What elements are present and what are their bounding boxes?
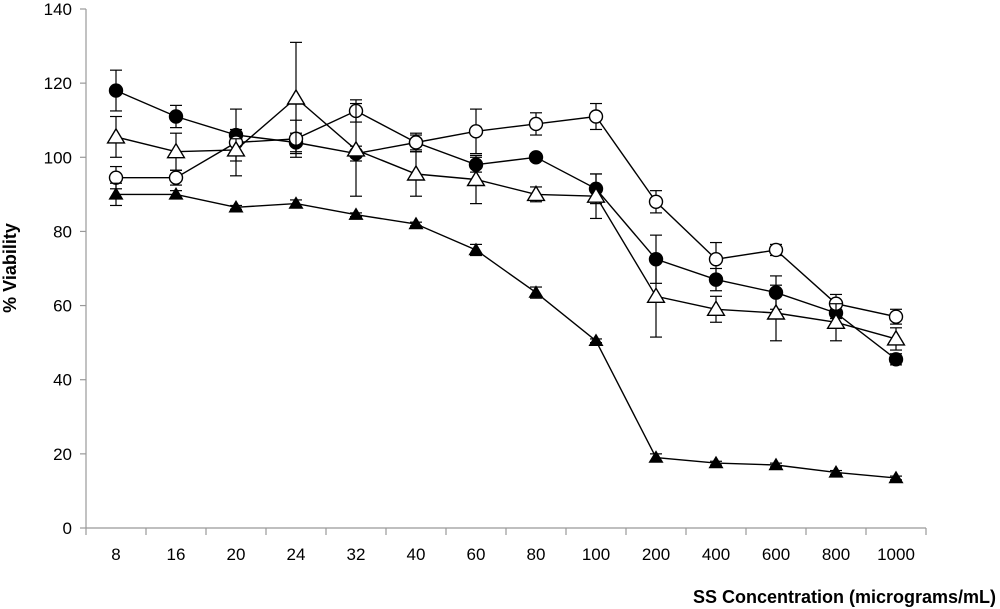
data-point — [828, 465, 844, 478]
data-point — [886, 329, 906, 346]
data-point — [408, 216, 424, 230]
series-filled-triangle — [108, 182, 904, 484]
data-point — [528, 285, 544, 298]
y-axis-title: % Viability — [0, 223, 20, 313]
x-axis-ticks: 8 16 20 24 32 40 60 80 100 200 400 600 800 1000 — [85, 528, 927, 564]
data-point — [588, 333, 604, 346]
data-point — [348, 207, 364, 220]
data-point — [648, 194, 664, 209]
data-point — [468, 124, 484, 139]
data-point — [468, 242, 484, 256]
x-tick-label: 200 — [642, 545, 670, 564]
series-open-circle — [108, 99, 904, 325]
data-point — [526, 185, 546, 202]
data-point — [346, 140, 366, 157]
x-tick-label: 100 — [582, 545, 610, 564]
x-axis-title: SS Concentration (micrograms/mL) — [693, 587, 996, 607]
chart-axes — [85, 9, 926, 529]
x-tick-label: 80 — [527, 545, 546, 564]
y-tick-label: 140 — [44, 0, 72, 19]
data-point — [766, 303, 786, 320]
y-tick-label: 80 — [53, 222, 72, 241]
data-point — [768, 457, 784, 471]
data-point — [586, 186, 606, 203]
data-point — [168, 187, 184, 200]
series-line — [116, 193, 897, 479]
data-point — [108, 170, 124, 185]
data-point — [408, 135, 424, 150]
series-open-triangle — [106, 41, 906, 351]
series-line — [115, 89, 897, 360]
series-filled-circle — [108, 69, 904, 367]
x-tick-label: 20 — [227, 545, 246, 564]
data-point — [888, 309, 904, 324]
y-tick-label: 0 — [63, 519, 72, 538]
y-tick-label: 40 — [53, 371, 72, 390]
data-point — [588, 109, 604, 124]
x-tick-label: 16 — [167, 545, 186, 564]
data-point — [888, 352, 904, 367]
x-tick-label: 32 — [347, 545, 366, 564]
data-point — [108, 83, 124, 98]
data-point — [528, 116, 544, 132]
x-tick-label: 24 — [287, 545, 306, 564]
data-point — [406, 164, 426, 181]
series-line — [115, 97, 897, 340]
y-tick-label: 60 — [53, 297, 72, 316]
data-point — [648, 450, 664, 463]
x-tick-label: 8 — [111, 545, 120, 564]
x-tick-label: 400 — [702, 545, 730, 564]
data-point — [228, 199, 244, 213]
y-tick-label: 120 — [44, 74, 72, 93]
x-tick-label: 800 — [822, 545, 850, 564]
data-point — [106, 127, 126, 144]
y-tick-label: 100 — [44, 148, 72, 167]
x-tick-label: 1000 — [877, 545, 915, 564]
data-point — [528, 150, 544, 165]
data-point — [286, 88, 306, 105]
data-point — [826, 312, 846, 329]
x-tick-label: 60 — [467, 545, 486, 564]
data-point — [226, 140, 246, 157]
data-point — [706, 299, 726, 316]
data-point — [888, 470, 904, 484]
data-point — [168, 109, 184, 124]
data-point — [108, 187, 124, 200]
data-point — [708, 252, 724, 267]
y-axis-ticks: 0 20 40 60 80 100 120 140 — [44, 0, 86, 538]
data-point — [646, 286, 666, 303]
y-tick-label: 20 — [53, 445, 72, 464]
x-tick-label: 40 — [407, 545, 426, 564]
series-layer — [106, 41, 906, 484]
data-point — [166, 142, 186, 159]
x-tick-label: 600 — [762, 545, 790, 564]
data-point — [708, 455, 724, 469]
data-point — [168, 170, 184, 185]
data-point — [466, 170, 486, 187]
data-point — [768, 242, 784, 258]
data-point — [288, 196, 304, 209]
